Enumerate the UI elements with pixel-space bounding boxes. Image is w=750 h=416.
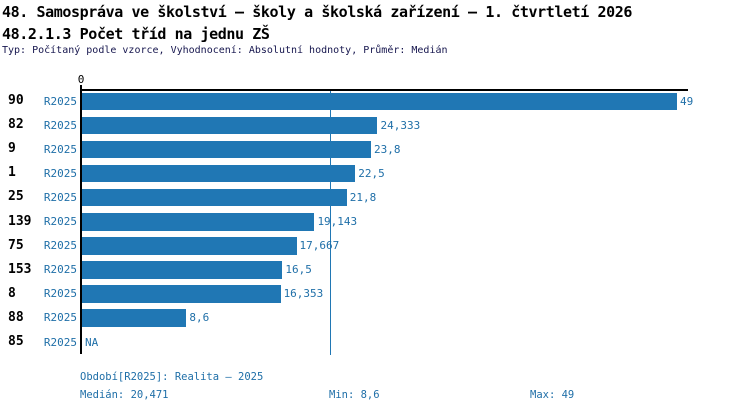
median-reference-line xyxy=(329,90,332,355)
row-series-label: R2025 xyxy=(43,166,77,180)
bar xyxy=(82,309,187,327)
bar xyxy=(82,188,347,207)
chart-row: 9 R2025 23,8 xyxy=(0,138,750,162)
chart-row: 90 R2025 49 xyxy=(0,90,750,114)
chart-row: 153 R2025 16,5 xyxy=(0,259,750,283)
chart-row: 85 R2025 NA xyxy=(0,331,750,355)
row-category-label: 153 xyxy=(8,261,32,277)
indicator-title: 48.2.1.3 Počet tříd na jednu ZŠ xyxy=(2,25,270,43)
bar xyxy=(82,285,281,303)
row-series-label: R2025 xyxy=(43,239,77,253)
chart-row: 139 R2025 19,143 xyxy=(0,211,750,235)
bar-value-label: 23,8 xyxy=(374,142,401,156)
x-axis-line xyxy=(80,89,688,91)
chart-row: 8 R2025 16,353 xyxy=(0,283,750,307)
row-category-label: 82 xyxy=(8,117,24,133)
bar-value-label: 8,6 xyxy=(189,311,210,325)
row-series-label: R2025 xyxy=(43,311,77,325)
bar-value-label: NA xyxy=(85,335,99,349)
row-series-label: R2025 xyxy=(43,287,77,301)
bar xyxy=(82,237,297,255)
indicator-subtitle: Typ: Počítaný podle vzorce, Vyhodnocení:… xyxy=(2,45,448,56)
row-series-label: R2025 xyxy=(43,215,77,228)
chart-row: 75 R2025 17,667 xyxy=(0,235,750,259)
bar-value-label: 16,5 xyxy=(285,263,312,277)
footer-min-stat: Min: 8,6 xyxy=(329,389,380,401)
row-series-label: R2025 xyxy=(43,118,77,132)
row-series-label: R2025 xyxy=(43,263,77,277)
row-category-label: 88 xyxy=(8,309,24,325)
bar-chart-rows: 90 R2025 49 82 R2025 24,333 9 R2025 23,8 1 R2025 22… xyxy=(0,90,750,356)
bar-value-label: 19,143 xyxy=(317,215,358,228)
bar-value-label: 21,8 xyxy=(349,190,377,204)
row-category-label: 75 xyxy=(8,237,24,253)
bar-value-label: 49 xyxy=(680,94,694,108)
footer-period: Období[R2025]: Realita – 2025 xyxy=(80,371,264,383)
bar-value-label: 22,5 xyxy=(358,166,385,180)
x-axis-zero-tick-label: 0 xyxy=(77,73,85,86)
bar xyxy=(82,261,283,279)
bar xyxy=(82,213,315,231)
bar xyxy=(82,92,677,111)
row-category-label: 90 xyxy=(8,93,24,108)
row-category-label: 8 xyxy=(8,285,16,301)
row-category-label: 85 xyxy=(8,334,24,349)
footer-max-stat: Max: 49 xyxy=(530,389,575,401)
chart-row: 25 R2025 21,8 xyxy=(0,186,750,210)
row-series-label: R2025 xyxy=(43,94,77,108)
row-category-label: 9 xyxy=(8,141,16,157)
bar xyxy=(82,116,378,135)
row-series-label: R2025 xyxy=(43,335,77,349)
bar xyxy=(82,140,371,159)
row-category-label: 25 xyxy=(8,189,24,205)
chart-row: 1 R2025 22,5 xyxy=(0,162,750,186)
report-title: 48. Samospráva ve školství – školy a ško… xyxy=(2,3,633,21)
row-category-label: 1 xyxy=(8,165,16,181)
bar-value-label: 24,333 xyxy=(380,118,421,132)
bar xyxy=(82,164,356,183)
chart-row: 88 R2025 8,6 xyxy=(0,307,750,331)
chart-row: 82 R2025 24,333 xyxy=(0,114,750,138)
row-series-label: R2025 xyxy=(43,142,77,156)
row-category-label: 139 xyxy=(8,213,32,229)
footer-median-stat: Medián: 20,471 xyxy=(80,389,169,401)
bar-value-label: 16,353 xyxy=(283,287,324,301)
row-series-label: R2025 xyxy=(43,190,77,204)
y-axis-line xyxy=(80,85,82,354)
bar-value-label: 17,667 xyxy=(299,239,340,253)
